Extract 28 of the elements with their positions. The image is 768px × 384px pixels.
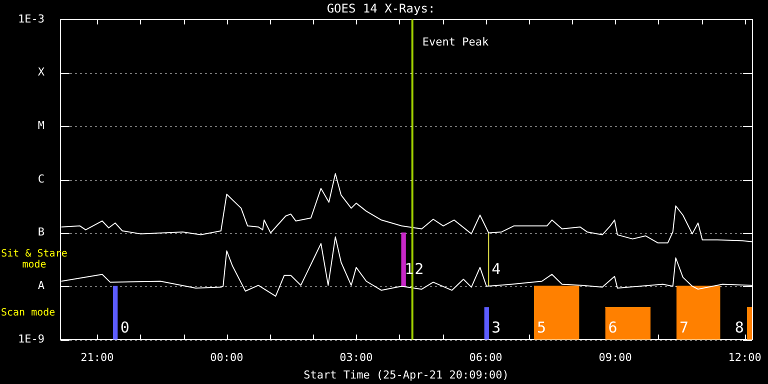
x-tick-label: 06:00 xyxy=(469,351,502,364)
y-tick-label: 1E-9 xyxy=(18,332,44,346)
y-tick-label: B xyxy=(38,226,45,239)
x-axis-title: Start Time (25-Apr-21 20:09:00) xyxy=(304,368,509,382)
chart-title: GOES 14 X-Rays: xyxy=(326,1,436,16)
annotation: 7 xyxy=(679,318,688,337)
annotation: 2 xyxy=(414,260,424,278)
x-tick-label: 00:00 xyxy=(210,351,244,364)
annotation: 6 xyxy=(608,318,618,337)
bar xyxy=(401,232,406,287)
x-tick-label: 09:00 xyxy=(598,351,632,364)
annotation: 5 xyxy=(536,318,546,337)
annotation: 3 xyxy=(492,318,501,337)
x-tick-label: 12:00 xyxy=(728,351,762,364)
ref-line-label: Event Peak xyxy=(422,35,489,48)
annotation: 4 xyxy=(492,260,501,278)
y-tick-label: 1E-3 xyxy=(18,12,44,26)
x-tick-label: 21:00 xyxy=(80,351,114,364)
bar xyxy=(113,286,118,340)
x-tick-label: 03:00 xyxy=(340,351,373,364)
y-tick-label: M xyxy=(38,118,45,132)
text: Scan mode xyxy=(1,308,56,319)
y-tick-label: C xyxy=(38,172,44,186)
bar xyxy=(484,307,489,340)
y-tick-label: X xyxy=(38,66,45,79)
annotation: 0 xyxy=(120,318,130,337)
annotation: 8 xyxy=(734,318,744,337)
y-tick-label: A xyxy=(38,279,45,292)
